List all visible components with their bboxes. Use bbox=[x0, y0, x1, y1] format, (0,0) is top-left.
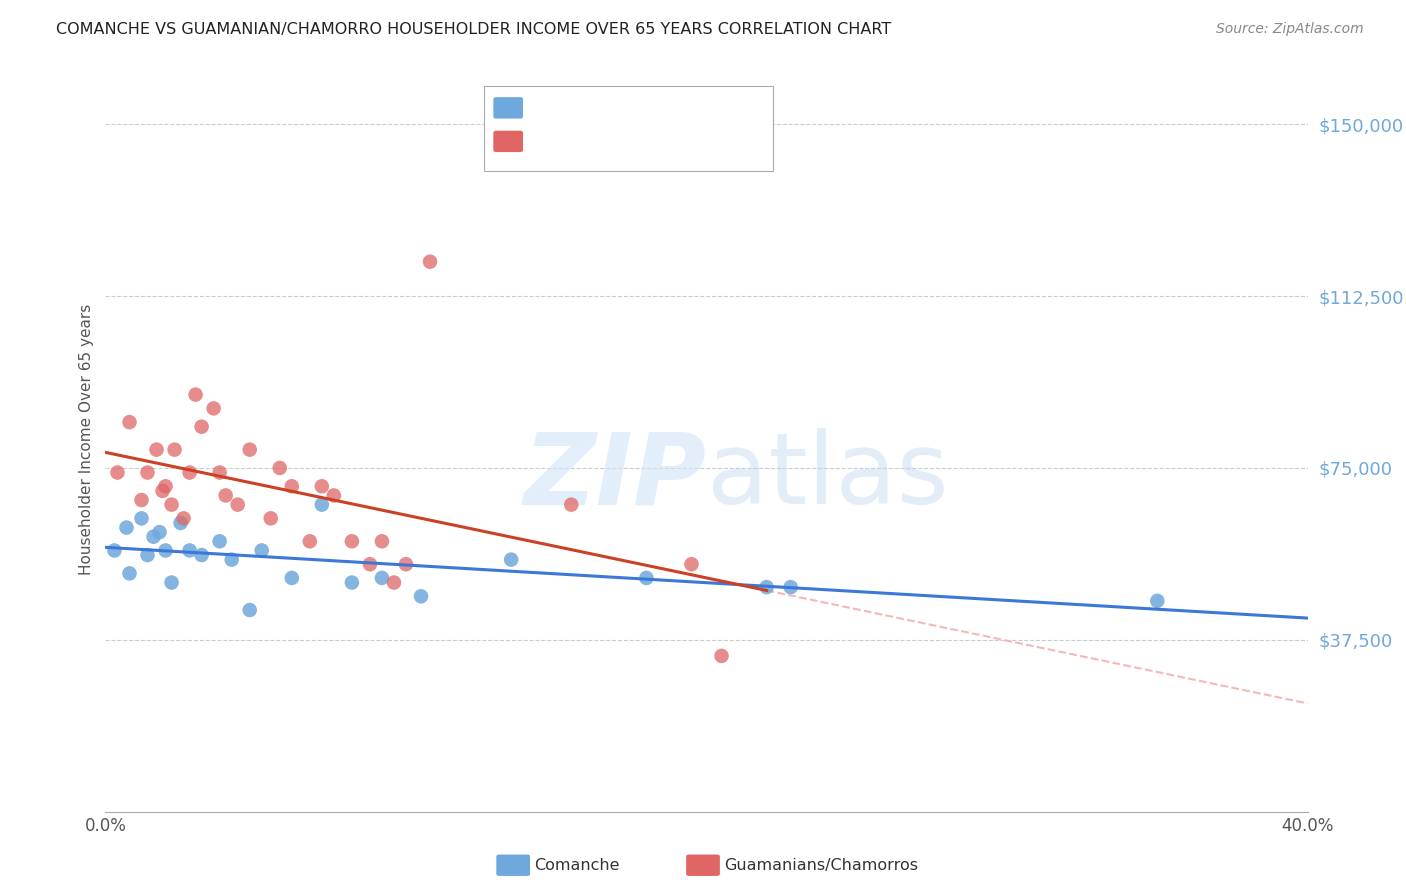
Text: -0.320: -0.320 bbox=[569, 134, 619, 149]
Text: 26: 26 bbox=[661, 101, 681, 115]
Point bbox=[155, 543, 177, 558]
Point bbox=[190, 548, 212, 562]
Point bbox=[179, 543, 201, 558]
Point bbox=[298, 534, 321, 549]
Point bbox=[152, 483, 174, 498]
Point bbox=[340, 575, 363, 590]
Point bbox=[419, 254, 441, 268]
Point bbox=[710, 648, 733, 663]
Point bbox=[173, 511, 195, 525]
Text: Comanche: Comanche bbox=[534, 858, 620, 872]
Point bbox=[239, 603, 262, 617]
Y-axis label: Householder Income Over 65 years: Householder Income Over 65 years bbox=[79, 303, 94, 575]
Point bbox=[145, 442, 167, 457]
Point bbox=[136, 548, 159, 562]
Text: ZIP: ZIP bbox=[523, 428, 707, 525]
Point bbox=[160, 498, 183, 512]
Text: Source: ZipAtlas.com: Source: ZipAtlas.com bbox=[1216, 22, 1364, 37]
Point bbox=[311, 498, 333, 512]
Point bbox=[131, 493, 153, 508]
Point bbox=[501, 552, 523, 566]
Text: COMANCHE VS GUAMANIAN/CHAMORRO HOUSEHOLDER INCOME OVER 65 YEARS CORRELATION CHAR: COMANCHE VS GUAMANIAN/CHAMORRO HOUSEHOLD… bbox=[56, 22, 891, 37]
Text: R =: R = bbox=[530, 101, 562, 115]
Point bbox=[179, 466, 201, 480]
Text: 33: 33 bbox=[661, 134, 681, 149]
Point bbox=[214, 488, 236, 502]
Point bbox=[163, 442, 186, 457]
Point bbox=[281, 571, 304, 585]
Point bbox=[260, 511, 283, 525]
Point bbox=[160, 575, 183, 590]
Point bbox=[636, 571, 658, 585]
Point bbox=[226, 498, 249, 512]
Point bbox=[208, 534, 231, 549]
Point bbox=[169, 516, 191, 530]
Point bbox=[184, 387, 207, 401]
Point bbox=[239, 442, 262, 457]
Point bbox=[371, 571, 394, 585]
Point bbox=[311, 479, 333, 493]
Point bbox=[115, 520, 138, 534]
Point bbox=[103, 543, 125, 558]
Point bbox=[779, 580, 801, 594]
Point bbox=[142, 530, 165, 544]
Point bbox=[560, 498, 582, 512]
Text: N =: N = bbox=[621, 101, 665, 115]
Text: Guamanians/Chamorros: Guamanians/Chamorros bbox=[724, 858, 918, 872]
Point bbox=[322, 488, 344, 502]
Point bbox=[409, 589, 432, 603]
Point bbox=[118, 415, 141, 429]
Point bbox=[118, 566, 141, 581]
Point bbox=[208, 466, 231, 480]
Point bbox=[269, 461, 291, 475]
Point bbox=[190, 419, 212, 434]
Point bbox=[359, 558, 381, 572]
Point bbox=[340, 534, 363, 549]
Point bbox=[136, 466, 159, 480]
Point bbox=[155, 479, 177, 493]
Text: atlas: atlas bbox=[707, 428, 948, 525]
Point bbox=[755, 580, 778, 594]
Point bbox=[371, 534, 394, 549]
Point bbox=[131, 511, 153, 525]
Point bbox=[107, 466, 129, 480]
Point bbox=[281, 479, 304, 493]
Point bbox=[395, 558, 418, 572]
Point bbox=[221, 552, 243, 566]
Point bbox=[681, 558, 703, 572]
Text: -0.356: -0.356 bbox=[569, 101, 619, 115]
Point bbox=[148, 525, 170, 540]
Point bbox=[1146, 594, 1168, 608]
Point bbox=[382, 575, 405, 590]
Text: N =: N = bbox=[621, 134, 665, 149]
Point bbox=[202, 401, 225, 416]
Text: R =: R = bbox=[530, 134, 562, 149]
Point bbox=[250, 543, 273, 558]
